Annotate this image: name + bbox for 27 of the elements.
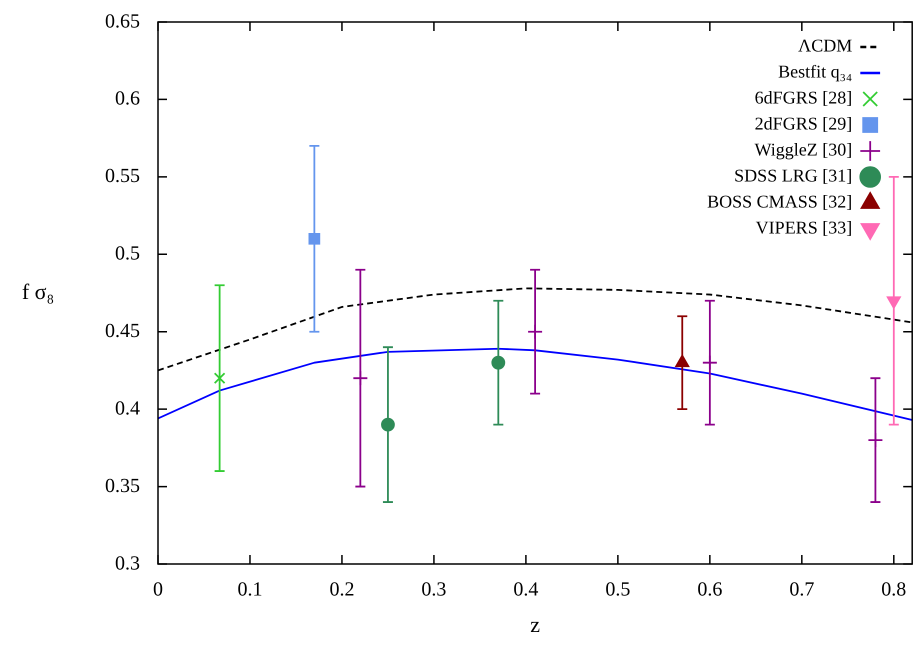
legend-label: Bestfit q₃₄ <box>778 62 852 82</box>
y-tick-label: 0.45 <box>105 320 140 342</box>
y-tick-label: 0.5 <box>115 242 140 265</box>
y-tick-label: 0.3 <box>115 552 140 574</box>
x-tick-label: 0.3 <box>421 578 446 600</box>
y-axis-title: f σ₈ <box>22 278 54 304</box>
legend-label: SDSS LRG [31] <box>734 166 852 186</box>
x-tick-label: 0 <box>153 578 163 600</box>
x-tick-label: 0.1 <box>237 578 262 600</box>
y-tick-label: 0.55 <box>105 165 140 188</box>
y-tick-label: 0.6 <box>115 88 140 110</box>
legend-label: WiggleZ [30] <box>754 140 852 160</box>
legend-label: ΛCDM <box>798 36 852 56</box>
x-tick-label: 0.2 <box>329 578 354 600</box>
y-tick-label: 0.35 <box>105 474 140 497</box>
x-tick-label: 0.7 <box>789 578 814 600</box>
x-tick-label: 0.6 <box>697 578 722 600</box>
y-tick-label: 0.65 <box>105 10 140 32</box>
legend-label: 2dFGRS [29] <box>754 114 852 134</box>
legend-label: BOSS CMASS [32] <box>707 192 852 212</box>
legend-label: 6dFGRS [28] <box>754 88 852 108</box>
x-axis-title: z <box>530 612 540 637</box>
x-tick-label: 0.5 <box>605 578 630 600</box>
x-tick-label: 0.8 <box>881 578 906 600</box>
y-tick-label: 0.4 <box>115 397 140 420</box>
x-tick-label: 0.4 <box>513 578 538 600</box>
legend-label: VIPERS [33] <box>756 218 852 238</box>
